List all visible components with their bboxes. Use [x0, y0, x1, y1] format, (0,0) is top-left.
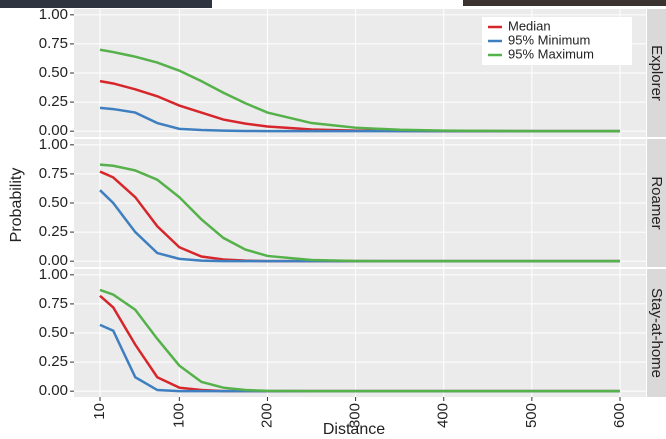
facet-label: Stay-at-home	[648, 288, 665, 378]
legend-label: Median	[508, 18, 551, 33]
facet-label: Roamer	[648, 176, 665, 229]
legend-label: 95% Minimum	[508, 32, 590, 47]
legend-label: 95% Maximum	[508, 46, 594, 61]
y-tick-label: 0.00	[39, 382, 68, 399]
photo-fragment	[463, 0, 666, 6]
y-tick-label: 0.25	[39, 93, 68, 110]
chart: Distance Probability 0.000.250.500.751.0…	[0, 0, 666, 439]
x-tick-label: 10	[91, 403, 108, 420]
y-tick-label: 1.00	[39, 6, 68, 23]
y-tick-label: 0.50	[39, 194, 68, 211]
y-axis-label: Probability	[8, 168, 25, 243]
y-tick-label: 0.50	[39, 64, 68, 81]
y-tick-label: 0.25	[39, 353, 68, 370]
y-tick-label: 1.00	[39, 266, 68, 283]
x-tick-label: 100	[170, 403, 187, 428]
x-tick-label: 300	[347, 403, 364, 428]
y-tick-label: 0.50	[39, 324, 68, 341]
x-tick-label: 600	[611, 403, 628, 428]
photo-fragment	[0, 0, 212, 8]
x-tick-label: 500	[523, 403, 540, 428]
y-tick-label: 1.00	[39, 136, 68, 153]
y-tick-label: 0.25	[39, 223, 68, 240]
facet-label: Explorer	[648, 45, 665, 101]
x-tick-label: 200	[258, 403, 275, 428]
y-tick-label: 0.75	[39, 35, 68, 52]
y-tick-label: 0.75	[39, 165, 68, 182]
x-tick-label: 400	[435, 403, 452, 428]
y-tick-label: 0.75	[39, 295, 68, 312]
